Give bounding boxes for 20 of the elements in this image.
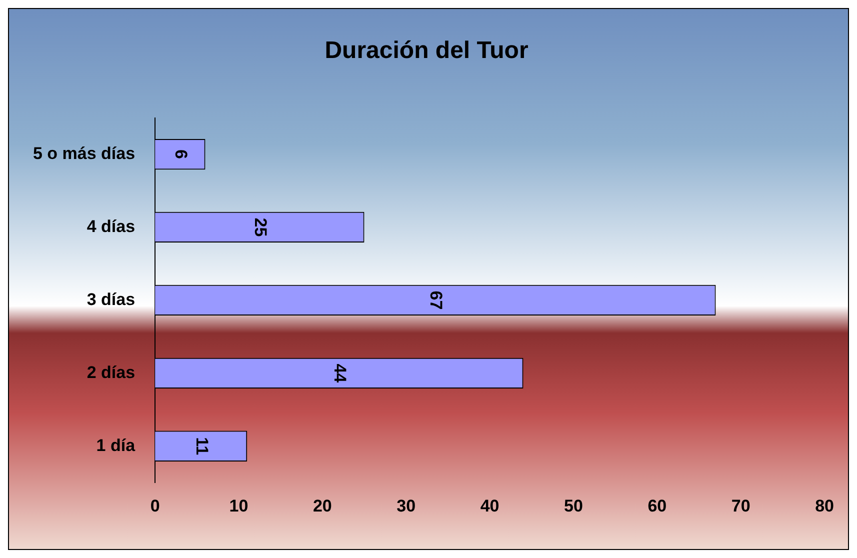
chart-title: Duración del Tuor xyxy=(324,37,528,64)
y-tick-label: 5 o más días xyxy=(32,144,136,163)
data-label: 67 xyxy=(426,290,446,310)
x-tick-label: 20 xyxy=(312,496,332,516)
data-label: 11 xyxy=(192,437,212,456)
x-tick-label: 40 xyxy=(480,496,500,516)
y-tick-label: 2 días xyxy=(86,362,136,382)
data-label: 44 xyxy=(330,364,350,384)
x-tick-label: 30 xyxy=(396,496,416,516)
x-tick-label: 60 xyxy=(648,496,667,516)
data-label: 25 xyxy=(250,218,270,237)
y-tick-label: 1 día xyxy=(96,436,136,455)
x-tick-label: 50 xyxy=(564,496,583,516)
x-tick-label: 70 xyxy=(731,496,750,516)
x-tick-label: 10 xyxy=(229,496,248,516)
y-tick-label: 4 días xyxy=(86,216,136,236)
data-label: 6 xyxy=(171,150,190,160)
x-tick-label: 0 xyxy=(150,496,160,516)
x-tick-label: 80 xyxy=(815,496,834,516)
y-tick-label: 3 días xyxy=(86,290,136,309)
